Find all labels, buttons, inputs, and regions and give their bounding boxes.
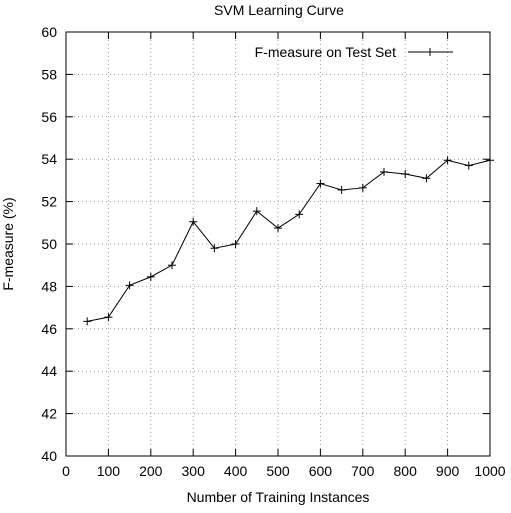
series-layer — [83, 156, 494, 326]
data-point — [274, 224, 282, 233]
y-tick-label: 58 — [41, 66, 57, 82]
data-point — [464, 161, 473, 170]
data-point — [252, 207, 261, 216]
y-tick-label: 44 — [41, 363, 57, 379]
x-tick-label: 400 — [224, 463, 248, 479]
x-tick-label: 500 — [266, 463, 290, 479]
data-point — [443, 156, 452, 165]
legend-label: F-measure on Test Set — [255, 44, 396, 60]
series-line — [87, 159, 491, 322]
y-tick-label: 40 — [41, 448, 57, 464]
x-tick-label: 0 — [62, 463, 70, 479]
data-point — [189, 217, 198, 226]
y-tick-label: 48 — [41, 278, 57, 294]
legend: F-measure on Test Set — [255, 44, 453, 60]
data-point — [125, 281, 134, 290]
x-tick-label: 300 — [182, 463, 206, 479]
data-point — [380, 167, 388, 176]
y-tick-label: 46 — [41, 321, 57, 337]
data-point — [401, 170, 410, 179]
y-tick-label: 60 — [41, 24, 57, 40]
data-point — [104, 313, 113, 322]
legend-marker-plus — [426, 48, 434, 56]
tick-labels: 0 100 200 300 400 500 600 700 800 900 1000 40 42 44 46… — [41, 24, 505, 479]
data-point — [358, 183, 367, 192]
y-tick-label: 52 — [41, 194, 57, 210]
legend-marker — [426, 48, 434, 56]
data-point — [231, 240, 240, 248]
chart-title: SVM Learning Curve — [214, 2, 344, 18]
y-tick-label: 50 — [41, 236, 57, 252]
data-point — [168, 261, 176, 270]
data-point — [146, 272, 155, 281]
plot-frame — [65, 31, 491, 457]
x-tick-label: 100 — [97, 463, 121, 479]
y-tick-label: 42 — [41, 406, 57, 422]
data-point — [486, 156, 494, 165]
data-point — [83, 317, 92, 326]
y-tick-label: 54 — [41, 151, 57, 167]
y-axis-label: F-measure (%) — [0, 197, 16, 290]
x-tick-label: 600 — [309, 463, 333, 479]
grid-lines — [66, 32, 490, 456]
x-tick-label: 1000 — [474, 463, 505, 479]
data-point — [422, 174, 431, 183]
data-point — [210, 244, 219, 253]
x-tick-label: 700 — [351, 463, 375, 479]
x-tick-label: 900 — [436, 463, 460, 479]
data-point — [295, 210, 304, 219]
x-axis-label: Number of Training Instances — [187, 489, 370, 505]
data-point — [316, 179, 325, 188]
x-tick-label: 200 — [139, 463, 163, 479]
data-point — [337, 185, 346, 194]
y-tick-label: 56 — [41, 109, 57, 125]
axis-ticks — [65, 31, 491, 457]
x-tick-label: 800 — [394, 463, 418, 479]
